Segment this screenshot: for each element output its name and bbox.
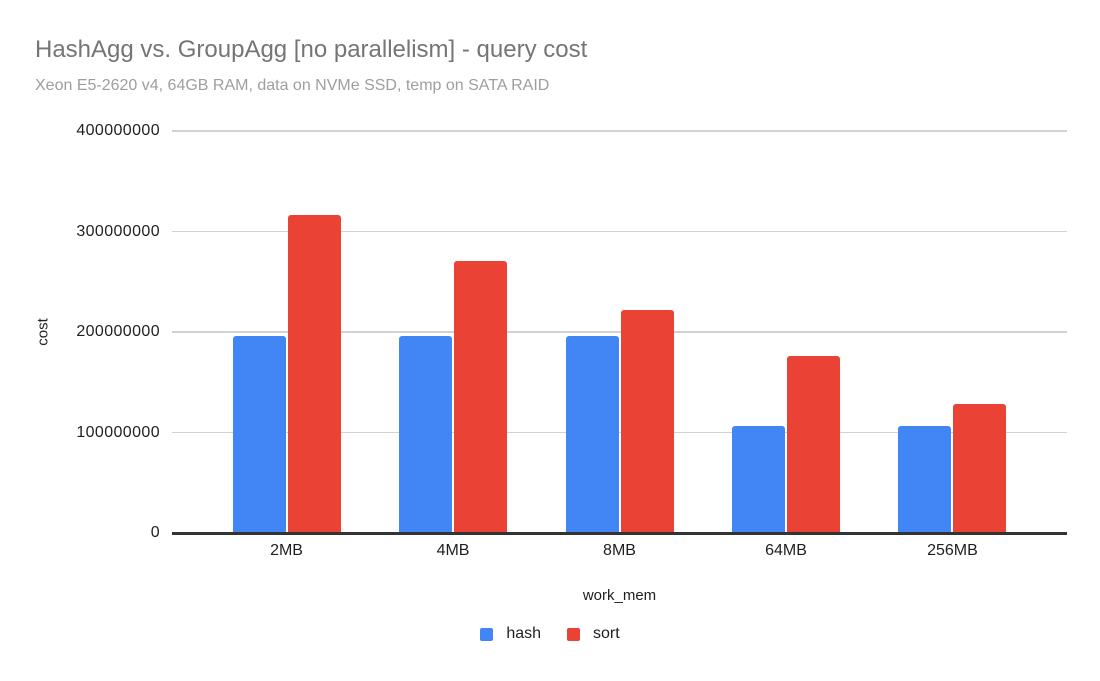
y-axis-title: cost (34, 318, 52, 346)
gridline (172, 130, 1067, 132)
x-tick-2MB: 2MB (270, 542, 303, 559)
y-tick-label: 100000000 (76, 423, 160, 441)
legend-item-sort: sort (567, 626, 620, 642)
gridline (172, 230, 1067, 233)
legend-swatch-sort (567, 627, 581, 641)
y-tick-label: 300000000 (76, 222, 160, 240)
bar-hash-2MB (232, 336, 286, 533)
chart-title: HashAgg vs. GroupAgg [no parallelism] - … (35, 36, 588, 63)
y-tick-label: 400000000 (76, 122, 160, 139)
bar-sort-4MB (454, 260, 508, 533)
bar-hash-8MB (565, 336, 619, 533)
legend-label-sort: sort (593, 625, 620, 642)
x-tick-64MB: 64MB (765, 542, 807, 559)
legend-item-hash: hash (480, 626, 541, 642)
legend-label-hash: hash (506, 625, 542, 642)
x-tick-256MB: 256MB (927, 542, 978, 559)
bar-sort-2MB (287, 215, 341, 533)
bar-hash-256MB (898, 426, 952, 533)
plot-area: 0 100000000 200000000 300000000 400000000 2MB… (76, 123, 1067, 559)
bar-sort-256MB (953, 404, 1007, 533)
gridline (172, 331, 1067, 333)
x-axis-title: work_mem (582, 587, 657, 604)
x-tick-8MB: 8MB (603, 542, 636, 559)
gridline (172, 431, 1067, 434)
bar-sort-64MB (786, 356, 840, 533)
legend-swatch-hash (480, 627, 494, 641)
x-tick-4MB: 4MB (436, 542, 470, 559)
chart-subtitle: Xeon E5-2620 v4, 64GB RAM, data on NVMe … (35, 77, 550, 94)
y-tick-label: 0 (150, 524, 160, 541)
bar-hash-4MB (399, 336, 453, 533)
x-axis-line (172, 532, 1067, 535)
legend: hash sort (0, 626, 1100, 642)
bar-sort-8MB (620, 309, 674, 533)
bar-hash-64MB (731, 426, 785, 533)
y-tick-label: 200000000 (76, 323, 160, 340)
